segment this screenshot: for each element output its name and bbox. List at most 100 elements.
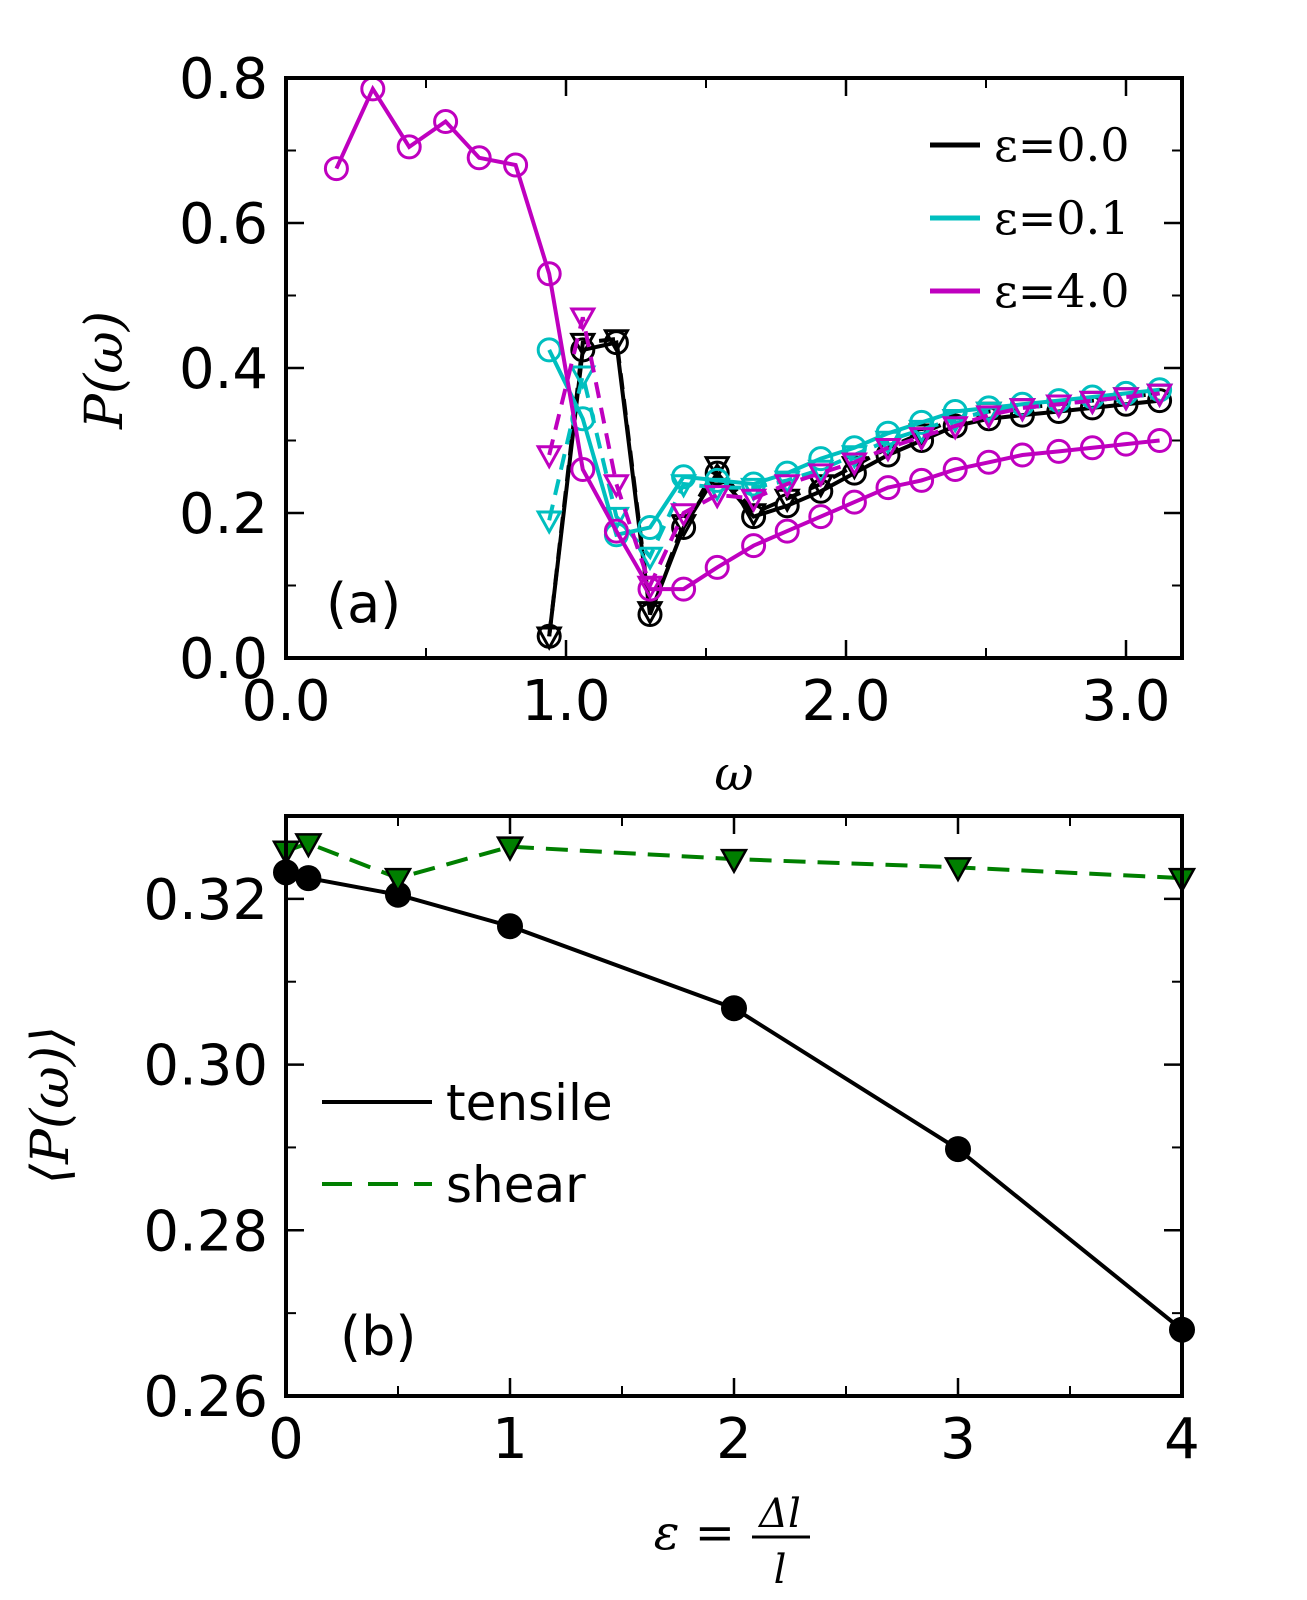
panel-a-circle-point	[808, 446, 834, 472]
panel-a-triangle-point	[840, 452, 868, 477]
panel-a-xtick-label: 1.0	[521, 669, 610, 734]
panel-a-circle-point	[637, 515, 663, 540]
panel-a-legend-label: ε=0.0	[994, 118, 1130, 172]
panel-b-legend-label: shear	[446, 1156, 586, 1214]
panel-a-circle-point	[323, 156, 349, 182]
panel-a-circle-point	[1046, 388, 1072, 414]
panel-a-ylabel: P(ω)	[75, 311, 135, 430]
panel-b: 0 1 2 3 4 0.26 0.28 0.30 0.32 (b) ε = Δl l ⟨P(ω)…	[21, 814, 1200, 1593]
panel-a-triangle-point	[535, 626, 563, 651]
panel-a-frame	[284, 76, 1184, 660]
panel-a-circle-point	[976, 449, 1002, 475]
panel-a-circle-point	[808, 504, 834, 530]
panel-a-triangle-point	[670, 474, 698, 499]
panel-b-xlabel-lhs: ε =	[654, 1505, 735, 1561]
panel-a-xlabel: ω	[714, 746, 753, 802]
panel-a-triangle-point	[636, 601, 664, 626]
panel-b-legend: tensile shear	[322, 1074, 613, 1214]
panel-a-circle-point	[536, 337, 562, 363]
panel-a-triangle-point	[874, 430, 902, 456]
panel-b-triangle-point	[294, 833, 323, 859]
panel-a-circle-point	[1113, 431, 1139, 457]
panel-b-legend-label: tensile	[446, 1074, 613, 1132]
panel-a: 0.0 1.0 2.0 3.0 0.0 0.2 0.4 0.6 0.8 (a) ω P(ω) ε…	[75, 47, 1184, 802]
panel-a-circle-point	[466, 145, 492, 171]
panel-a-triangle-point	[941, 416, 969, 441]
panel-a-triangle-point	[1008, 398, 1036, 423]
panel-a-circle-point	[536, 261, 562, 287]
panel-b-xtick-label: 1	[492, 1407, 528, 1472]
panel-a-triangle-point	[807, 474, 835, 499]
panel-b-triangle-point	[495, 836, 525, 862]
panel-a-circle-point	[1009, 442, 1035, 468]
panel-a-triangle-point	[740, 503, 768, 528]
panel-b-xtick-label: 2	[716, 1407, 752, 1472]
panel-a-series	[323, 76, 1174, 651]
panel-a-triangle-point	[703, 485, 731, 510]
panel-b-xtick-label: 0	[268, 1407, 304, 1472]
panel-a-triangle-point	[840, 445, 868, 470]
panel-a-triangle-point	[1146, 383, 1174, 409]
panel-a-ytick-label: 0.6	[179, 192, 268, 257]
panel-a-triangle-point	[569, 307, 597, 332]
panel-a-series-line	[334, 84, 1160, 592]
panel-b-triangle-point	[719, 848, 749, 875]
panel-b-triangle-point	[383, 867, 413, 894]
panel-a-circle-point	[570, 337, 596, 363]
panel-a-legend: ε=0.0 ε=0.1 ε=4.0	[930, 118, 1130, 318]
panel-a-tick-labels: 0.0 1.0 2.0 3.0 0.0 0.2 0.4 0.6 0.8	[179, 47, 1171, 734]
panel-a-triangle-point	[569, 365, 597, 390]
panel-b-annotation: (b)	[340, 1305, 416, 1368]
panel-a-circle-point	[774, 518, 800, 544]
panel-a-triangle-point	[975, 401, 1003, 427]
panel-b-ytick-label: 0.28	[143, 1199, 268, 1264]
panel-b-frame	[284, 814, 1184, 1398]
panel-b-circle-point	[497, 913, 523, 940]
panel-b-xtick-label: 4	[1164, 1407, 1200, 1472]
panel-a-triangle-point	[1045, 394, 1073, 419]
panel-a-circle-point	[1079, 384, 1105, 410]
panel-a-annotation: (a)	[326, 572, 401, 635]
panel-a-circle-point	[603, 518, 629, 544]
panel-b-circle-point	[721, 995, 747, 1022]
panel-b-circle-point	[295, 865, 322, 892]
panel-a-circle-point	[741, 471, 767, 497]
panel-b-ytick-label: 0.32	[143, 868, 268, 933]
panel-b-ylabel: ⟨P(ω)⟩	[21, 1026, 81, 1185]
panel-b-series	[271, 833, 1197, 1343]
panel-a-triangle-point	[535, 510, 563, 535]
panel-a-series-line	[547, 349, 1160, 538]
panel-a-circle-point	[841, 489, 867, 515]
panel-a-ytick-label: 0.8	[179, 47, 268, 112]
panel-a-triangle-point	[636, 546, 664, 572]
panel-a-triangle-point	[975, 405, 1003, 430]
panel-a-triangle-point	[703, 477, 731, 503]
panel-a-triangle-point	[908, 419, 936, 445]
panel-a-circle-point	[909, 467, 935, 493]
panel-a-series-2	[323, 76, 1174, 602]
panel-b-xlabel: ε = Δl l	[654, 1491, 810, 1593]
panel-a-triangle-point	[773, 470, 801, 496]
panel-b-xlabel-numerator: Δl	[757, 1491, 801, 1537]
panel-a-circle-point	[1147, 428, 1173, 453]
panel-a-circle-point	[1079, 435, 1105, 461]
panel-b-xtick-label: 3	[940, 1407, 976, 1472]
panel-a-triangle-point	[1078, 390, 1106, 416]
panel-a-triangle-point	[908, 427, 936, 452]
panel-a-circle-point	[570, 406, 596, 432]
panel-a-circle-point	[503, 152, 529, 178]
panel-a-circle-point	[704, 554, 730, 580]
panel-a-circle-point	[875, 475, 901, 501]
panel-a-circle-point	[570, 457, 596, 482]
panel-a-triangle-point	[670, 503, 698, 528]
panel-a-circle-point	[704, 460, 730, 486]
panel-a-circle-point	[1113, 380, 1139, 406]
panel-a-series-0	[535, 329, 1174, 651]
panel-a-triangle-point	[602, 474, 630, 499]
panel-a-circle-point	[1046, 438, 1072, 464]
panel-a-xtick-label: 0.0	[241, 669, 330, 734]
panel-a-triangle-point	[535, 445, 563, 470]
panel-a-circle-point	[1147, 377, 1173, 403]
panel-a-ytick-label: 0.0	[179, 627, 268, 692]
